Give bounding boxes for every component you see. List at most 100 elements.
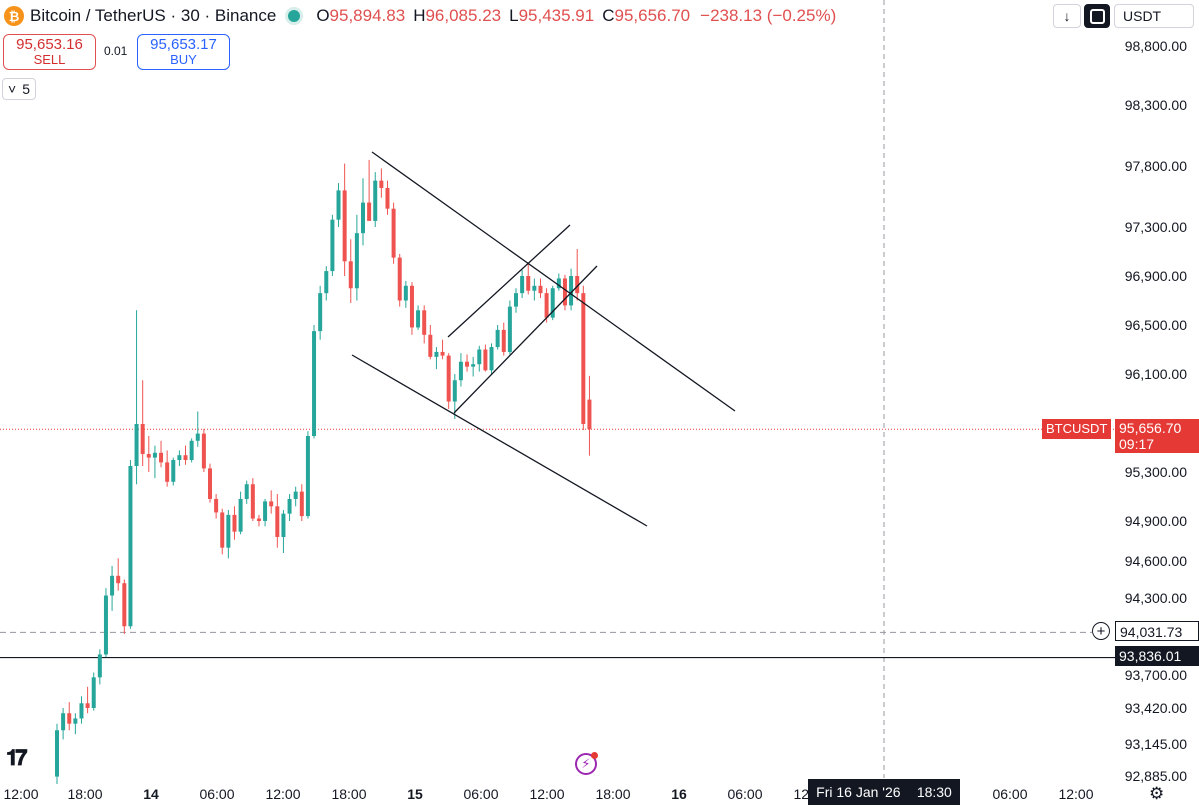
candle-up	[281, 509, 286, 553]
scroll-to-latest-button[interactable]: ↓	[1053, 4, 1081, 28]
candle-body	[581, 293, 586, 424]
candle-body	[116, 575, 121, 584]
candle-up	[177, 450, 182, 466]
candle-body	[538, 285, 543, 294]
close-key: C	[602, 6, 615, 25]
last-price-value: 95,656.70	[1119, 420, 1182, 436]
buy-button[interactable]: 95,653.17 BUY	[137, 34, 230, 70]
candle-down	[397, 253, 402, 307]
candle-down	[275, 494, 280, 548]
tradingview-logo-icon: 𝟏𝟕	[6, 745, 28, 770]
notification-dot	[591, 752, 598, 759]
candle-down	[116, 558, 121, 591]
candle-body	[275, 506, 280, 537]
price-tick-label: 94,600.00	[1125, 553, 1187, 569]
candle-body	[575, 276, 580, 294]
open-value: 95,894.83	[329, 6, 406, 25]
time-tick-label: 06:00	[199, 786, 234, 802]
candle-body	[312, 331, 317, 436]
price-tick-label: 95,300.00	[1125, 464, 1187, 480]
price-tick-label: 94,300.00	[1125, 590, 1187, 606]
candle-body	[532, 285, 537, 291]
candle-down	[232, 506, 237, 540]
candle-down	[581, 285, 586, 430]
candle-up	[128, 460, 133, 629]
arrow-down-icon: ↓	[1063, 8, 1071, 24]
lightning-icon[interactable]: ⚡	[575, 753, 597, 775]
candle-up	[312, 325, 317, 439]
candle-up	[532, 278, 537, 301]
add-alert-plus-icon[interactable]: +	[1092, 622, 1110, 640]
candle-body	[348, 261, 353, 289]
candle-body	[85, 703, 90, 708]
sell-button[interactable]: 95,653.16 SELL	[3, 34, 96, 70]
time-tick-label: 15	[407, 786, 423, 802]
candle-body	[91, 677, 96, 708]
candle-body	[226, 514, 231, 548]
time-tick-label: 12:00	[529, 786, 564, 802]
candle-up	[293, 486, 298, 507]
candle-body	[477, 349, 482, 365]
currency-selector[interactable]: USDT	[1114, 4, 1194, 28]
candle-up	[189, 438, 194, 463]
high-key: H	[413, 6, 426, 25]
candle-body	[208, 468, 212, 499]
trendline	[447, 224, 571, 338]
candle-body	[140, 424, 145, 454]
candle-down	[140, 380, 145, 466]
candle-down	[299, 484, 304, 521]
candle-body	[256, 518, 261, 521]
low-key: L	[509, 6, 519, 25]
candle-body	[483, 349, 488, 371]
high-value: 96,085.23	[425, 6, 502, 25]
level-price-label: 93,836.01	[1115, 646, 1199, 666]
candle-down	[409, 282, 414, 335]
candle-body	[489, 347, 494, 371]
time-tick-label: 12:00	[265, 786, 300, 802]
settings-gear-icon[interactable]: ⚙	[1149, 784, 1165, 803]
candle-down	[250, 478, 255, 521]
time-tick-label: 18:00	[67, 786, 102, 802]
candle-up	[152, 445, 157, 479]
price-tick-label: 96,100.00	[1125, 366, 1187, 382]
time-tick-label: 18:00	[331, 786, 366, 802]
candle-down	[587, 375, 592, 456]
trendline	[371, 151, 736, 412]
candle-body	[73, 718, 78, 724]
candle-body	[465, 361, 470, 367]
candle-body	[330, 219, 335, 272]
candle-down	[501, 322, 506, 356]
candle-up	[103, 588, 108, 658]
candle-down	[428, 325, 433, 360]
candle-body	[152, 452, 157, 458]
candle-up	[171, 457, 176, 486]
candle-body	[556, 278, 561, 289]
candle-down	[526, 263, 531, 295]
candle-body	[544, 293, 549, 318]
candle-body	[434, 351, 439, 357]
candle-body	[562, 278, 567, 306]
market-status-dot	[288, 10, 301, 22]
price-tick-label: 94,900.00	[1125, 513, 1187, 529]
candle-up	[471, 356, 476, 377]
candle-down	[165, 450, 170, 487]
candle-down	[379, 168, 384, 198]
candle-body	[189, 440, 194, 460]
symbol-title[interactable]: Bitcoin / TetherUS · 30 · Binance	[30, 6, 277, 25]
candle-down	[220, 508, 225, 555]
candle-up	[569, 268, 574, 311]
candle-body	[232, 514, 237, 532]
candles	[55, 159, 592, 784]
candle-up	[477, 345, 482, 372]
candle-up	[489, 343, 494, 374]
price-axis: 98,800.00 98,300.00 97,800.00 97,300.00 96,9…	[1125, 38, 1187, 784]
candle-body	[318, 293, 323, 332]
candle-body	[501, 329, 506, 352]
fullscreen-button[interactable]	[1084, 4, 1110, 28]
candle-down	[367, 159, 372, 221]
interval-toggle[interactable]: ˅ 5	[2, 78, 36, 100]
trendlines	[351, 151, 736, 527]
time-tick-label: 18:00	[595, 786, 630, 802]
candle-up	[495, 325, 500, 350]
